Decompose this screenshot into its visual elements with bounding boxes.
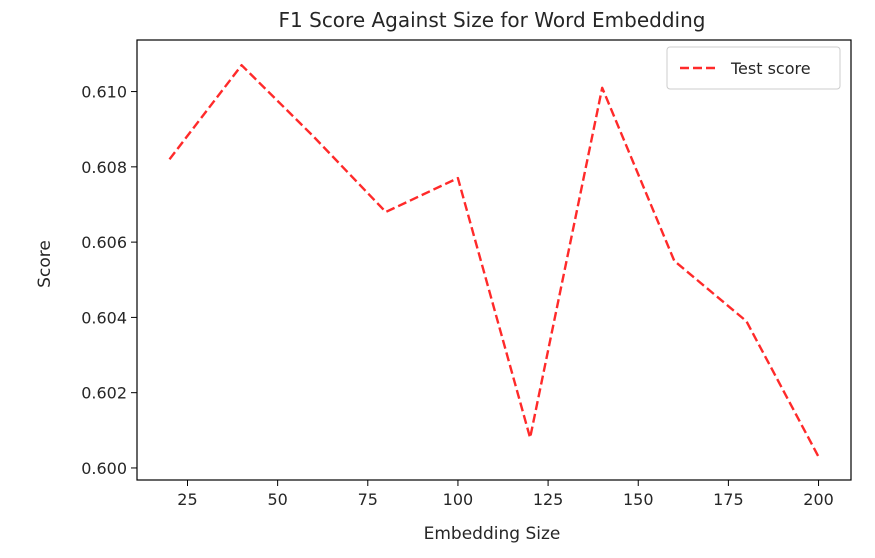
x-tick-label: 150	[623, 490, 654, 509]
chart-title: F1 Score Against Size for Word Embedding	[279, 8, 706, 32]
plot-frame	[136, 39, 852, 481]
series-layer	[168, 63, 820, 458]
y-tick-label: 0.610	[81, 83, 127, 102]
legend: Test score	[666, 46, 841, 90]
y-axis-ticks: 0.600 0.602 0.604 0.606 0.608 0.610	[81, 83, 137, 478]
legend-label-test-score: Test score	[730, 59, 811, 78]
x-tick-label: 125	[533, 490, 564, 509]
x-tick-label: 200	[803, 490, 834, 509]
y-axis-label: Score	[35, 240, 55, 288]
y-tick-label: 0.604	[81, 308, 127, 327]
x-tick-label: 75	[358, 490, 378, 509]
y-tick-label: 0.600	[81, 459, 127, 478]
x-tick-label: 50	[267, 490, 287, 509]
x-axis-ticks: 25 50 75 100 125 150 175 200	[177, 480, 834, 509]
y-tick-label: 0.602	[81, 384, 127, 403]
legend-box	[666, 46, 841, 90]
x-tick-label: 100	[443, 490, 474, 509]
series-line-test-score	[168, 63, 820, 458]
x-tick-label: 25	[177, 490, 197, 509]
x-tick-label: 175	[713, 490, 744, 509]
y-tick-label: 0.606	[81, 233, 127, 252]
y-tick-label: 0.608	[81, 158, 127, 177]
x-axis-label: Embedding Size	[424, 524, 561, 544]
